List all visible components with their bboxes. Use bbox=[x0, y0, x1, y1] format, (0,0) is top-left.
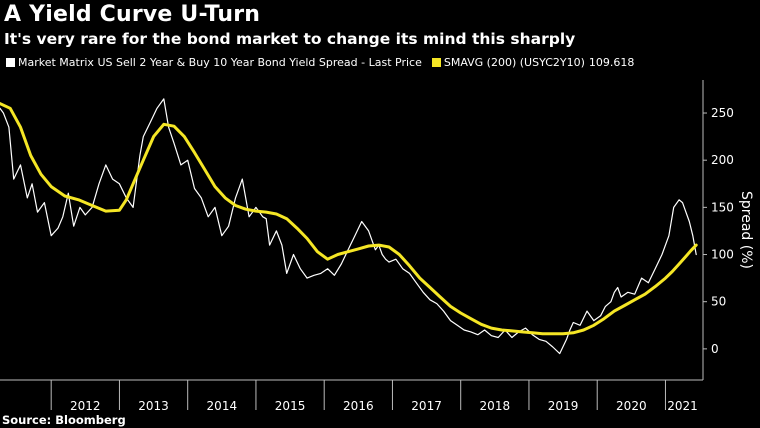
y-tick-label: 100 bbox=[711, 248, 734, 262]
y-tick-label: 200 bbox=[711, 153, 734, 167]
y-tick-label: 150 bbox=[711, 200, 734, 214]
x-tick-label: 2019 bbox=[548, 399, 579, 413]
x-tick-label: 2012 bbox=[70, 399, 101, 413]
source-note: Source: Bloomberg bbox=[2, 413, 126, 427]
legend-label-spread: Market Matrix US Sell 2 Year & Buy 10 Ye… bbox=[18, 56, 422, 69]
x-tick-label: 2020 bbox=[616, 399, 647, 413]
series-line-spread bbox=[0, 98, 697, 355]
x-tick-label: 2016 bbox=[343, 399, 374, 413]
legend-swatch-smavg bbox=[431, 58, 441, 67]
x-tick-label: 2021 bbox=[667, 399, 698, 413]
x-tick-label: 2015 bbox=[275, 399, 306, 413]
legend-swatch-spread bbox=[6, 58, 15, 67]
x-tick-label: 2018 bbox=[480, 399, 511, 413]
legend-item-spread: Market Matrix US Sell 2 Year & Buy 10 Ye… bbox=[6, 56, 422, 69]
legend-item-smavg: SMAVG (200) (USYC2Y10) 109.618 bbox=[431, 56, 635, 69]
x-tick-label: 2017 bbox=[411, 399, 442, 413]
plot-layer: 0 50 100 150 200 250 2012 2013 2014 2015 2016 2017 2… bbox=[0, 80, 754, 413]
y-tick-label: 250 bbox=[711, 106, 734, 120]
series-line-smavg bbox=[0, 102, 698, 336]
x-tick-label: 2013 bbox=[138, 399, 169, 413]
x-tick-label: 2014 bbox=[207, 399, 238, 413]
y-tick-label: 50 bbox=[711, 295, 726, 309]
chart-subtitle: It's very rare for the bond market to ch… bbox=[4, 30, 576, 48]
chart-title: A Yield Curve U-Turn bbox=[4, 2, 261, 27]
y-tick-label: 0 bbox=[711, 342, 719, 356]
legend-label-smavg: SMAVG (200) (USYC2Y10) bbox=[443, 56, 585, 69]
y-axis-label: Spread (%) bbox=[738, 191, 754, 269]
legend: Market Matrix US Sell 2 Year & Buy 10 Ye… bbox=[6, 56, 644, 69]
legend-value-smavg: 109.618 bbox=[588, 56, 635, 69]
